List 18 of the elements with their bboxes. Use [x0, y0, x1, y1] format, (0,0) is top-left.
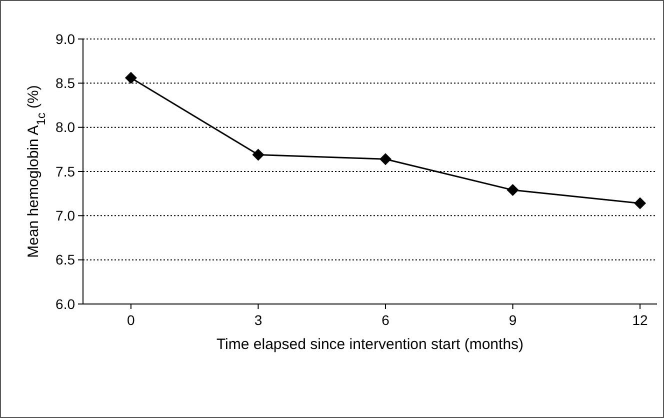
point: [252, 148, 264, 161]
y-tick-label: 8.0: [56, 119, 76, 136]
point: [506, 184, 519, 196]
x-axis-title: Time elapsed since intervention start (months): [216, 336, 524, 353]
x-tick-label: 9: [508, 312, 517, 328]
x-tick-label: 6: [382, 312, 390, 328]
point: [124, 72, 137, 84]
y-tick-label: 8.5: [56, 75, 76, 92]
point: [634, 197, 646, 210]
y-tick-label: 7.5: [56, 163, 76, 180]
point: [379, 153, 392, 166]
y-tick-label: 6.5: [56, 252, 76, 268]
x-tick-label: 12: [632, 312, 648, 328]
x-tick-label: 0: [127, 312, 136, 328]
x-tick-label: 3: [254, 312, 262, 328]
y-tick-label: 9.0: [56, 30, 76, 47]
y-tick-label: 7.0: [56, 208, 76, 224]
y-tick-label: 6.0: [56, 296, 76, 312]
